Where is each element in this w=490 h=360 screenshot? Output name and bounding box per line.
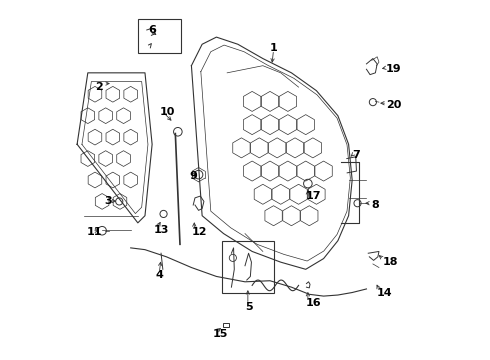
Text: 8: 8: [372, 200, 380, 210]
Text: 18: 18: [383, 257, 398, 267]
Text: 20: 20: [386, 100, 401, 110]
Text: 4: 4: [156, 270, 164, 280]
Text: 1: 1: [270, 43, 278, 53]
Text: 3: 3: [104, 197, 112, 206]
Text: 15: 15: [213, 329, 228, 339]
Text: 19: 19: [386, 64, 402, 74]
Text: 10: 10: [159, 107, 174, 117]
Text: 11: 11: [87, 227, 102, 237]
Text: 13: 13: [154, 225, 169, 235]
Text: 6: 6: [148, 25, 156, 35]
Text: 16: 16: [306, 298, 321, 308]
Text: 2: 2: [95, 82, 103, 92]
Text: 12: 12: [192, 227, 208, 237]
Text: 7: 7: [352, 150, 360, 160]
Text: 17: 17: [306, 191, 321, 201]
Text: 5: 5: [245, 302, 253, 312]
Text: 14: 14: [377, 288, 393, 297]
Text: 9: 9: [190, 171, 197, 181]
